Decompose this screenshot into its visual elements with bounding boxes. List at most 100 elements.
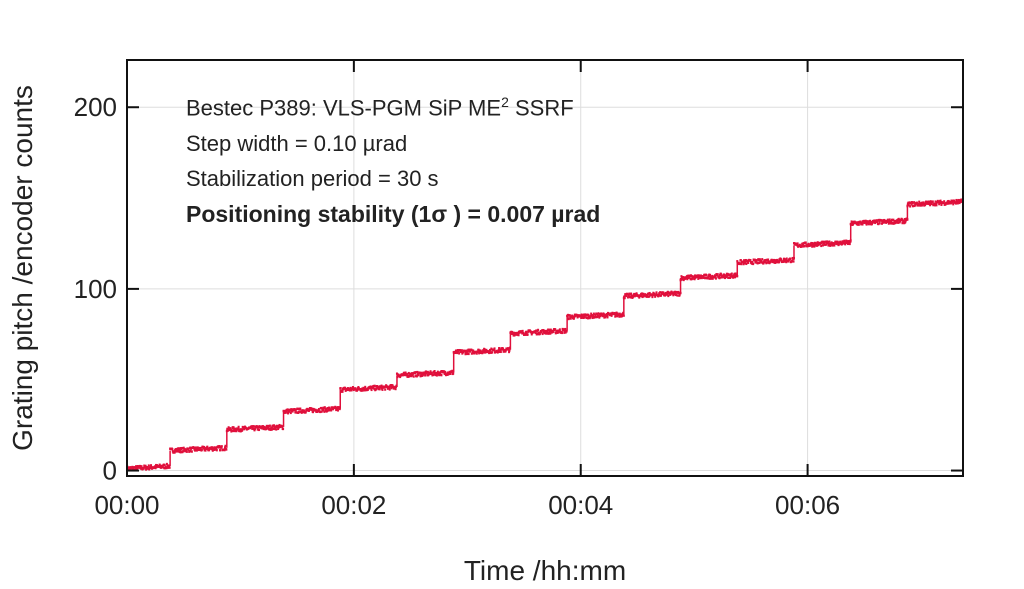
data-point bbox=[372, 386, 375, 389]
data-point bbox=[419, 371, 422, 374]
data-point bbox=[534, 331, 537, 335]
data-point bbox=[540, 331, 543, 334]
data-point bbox=[592, 312, 595, 315]
step-segment bbox=[679, 262, 739, 282]
data-point bbox=[460, 349, 463, 352]
data-point bbox=[587, 313, 590, 317]
data-point bbox=[796, 242, 799, 245]
data-point bbox=[273, 425, 276, 428]
data-point bbox=[926, 202, 929, 205]
data-point bbox=[606, 316, 609, 319]
data-point bbox=[956, 202, 959, 205]
data-point bbox=[548, 329, 551, 333]
data-point bbox=[742, 260, 745, 264]
data-point bbox=[135, 465, 138, 468]
data-point bbox=[710, 277, 713, 280]
data-point bbox=[350, 389, 353, 392]
data-point bbox=[869, 219, 872, 223]
data-point bbox=[645, 295, 648, 298]
data-point bbox=[787, 260, 790, 263]
data-point bbox=[299, 407, 302, 410]
data-point bbox=[466, 352, 469, 356]
data-point bbox=[238, 428, 241, 432]
data-point bbox=[742, 262, 745, 266]
data-point bbox=[836, 240, 839, 243]
data-point bbox=[243, 427, 246, 431]
data-point bbox=[874, 221, 877, 225]
data-point bbox=[738, 262, 741, 265]
data-point bbox=[210, 447, 213, 451]
data-point bbox=[910, 203, 913, 206]
data-point bbox=[888, 218, 891, 221]
data-point bbox=[275, 428, 278, 431]
data-point bbox=[833, 244, 836, 247]
data-point bbox=[871, 221, 874, 224]
data-point bbox=[736, 260, 739, 263]
data-point bbox=[392, 385, 395, 388]
data-point bbox=[922, 201, 925, 204]
data-point bbox=[729, 276, 732, 279]
data-point bbox=[848, 242, 851, 246]
data-point bbox=[897, 221, 900, 224]
data-point bbox=[547, 328, 550, 331]
data-point bbox=[232, 429, 235, 433]
data-point bbox=[913, 201, 916, 204]
data-point bbox=[746, 259, 749, 262]
step-segment bbox=[339, 375, 398, 393]
data-point bbox=[895, 221, 898, 224]
data-point bbox=[144, 464, 147, 468]
data-point bbox=[657, 295, 660, 298]
data-point bbox=[638, 296, 641, 299]
data-point bbox=[149, 466, 152, 470]
data-point bbox=[763, 260, 766, 264]
data-point bbox=[546, 332, 549, 335]
data-point bbox=[751, 260, 754, 264]
data-point bbox=[380, 384, 383, 387]
step-segment bbox=[225, 411, 285, 433]
data-point bbox=[270, 426, 273, 430]
annotation-stability: Positioning stability (1σ ) = 0.007 µrad bbox=[186, 201, 601, 227]
data-point bbox=[502, 348, 505, 351]
data-point bbox=[660, 294, 663, 297]
data-point bbox=[906, 204, 909, 208]
data-point bbox=[934, 200, 937, 203]
data-point bbox=[833, 242, 836, 245]
data-point bbox=[566, 315, 569, 318]
data-point bbox=[530, 333, 533, 336]
data-point bbox=[724, 274, 727, 277]
data-point bbox=[466, 350, 469, 353]
data-point bbox=[938, 201, 941, 204]
data-point bbox=[844, 241, 847, 245]
data-point bbox=[218, 446, 221, 449]
data-point bbox=[802, 242, 805, 245]
data-point bbox=[640, 292, 643, 295]
data-point bbox=[804, 241, 807, 244]
data-point bbox=[536, 332, 539, 336]
data-point bbox=[960, 200, 963, 203]
data-point bbox=[370, 388, 373, 392]
step-segment bbox=[792, 223, 852, 248]
data-point bbox=[546, 330, 549, 333]
data-point bbox=[640, 293, 643, 297]
data-point bbox=[749, 259, 752, 262]
data-point bbox=[810, 243, 813, 246]
step-segment bbox=[906, 198, 964, 208]
data-point bbox=[938, 202, 941, 206]
data-point bbox=[220, 445, 223, 448]
data-point bbox=[594, 313, 597, 317]
data-point bbox=[314, 408, 317, 412]
data-point bbox=[921, 203, 924, 206]
data-point bbox=[696, 275, 699, 279]
data-point bbox=[252, 425, 255, 428]
data-point bbox=[567, 317, 570, 320]
data-point bbox=[470, 352, 473, 355]
data-point bbox=[328, 406, 331, 410]
data-point bbox=[356, 388, 359, 391]
data-point bbox=[537, 328, 540, 332]
data-point bbox=[815, 243, 818, 246]
data-point bbox=[360, 389, 363, 392]
data-point bbox=[295, 411, 298, 414]
data-point bbox=[743, 261, 746, 265]
data-point bbox=[237, 425, 240, 429]
data-point bbox=[341, 390, 344, 393]
